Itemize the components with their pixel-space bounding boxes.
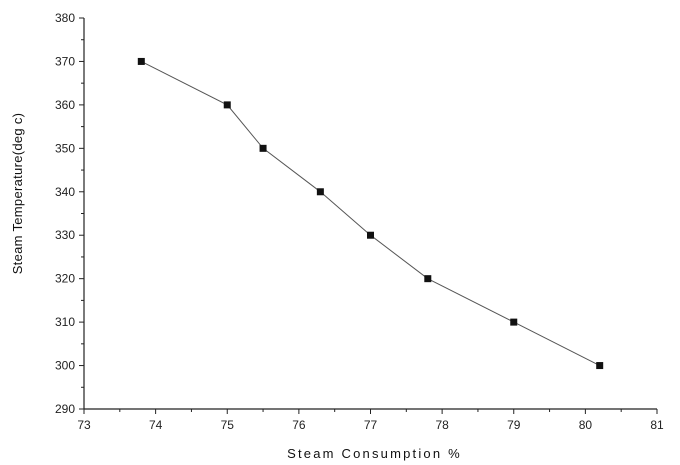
data-point: [137, 57, 145, 65]
data-point: [510, 318, 518, 326]
y-tick-label: 300: [55, 359, 75, 373]
y-tick-label: 290: [55, 402, 75, 416]
x-tick-label: 79: [507, 418, 521, 432]
x-axis-ticks: 73 74 75 76 77 78 79 80 81: [77, 409, 664, 432]
data-point: [259, 144, 267, 152]
x-tick-label: 78: [435, 418, 449, 432]
y-tick-label: 350: [55, 141, 75, 155]
x-tick-label: 74: [149, 418, 163, 432]
y-tick-label: 370: [55, 54, 75, 68]
y-axis-ticks: 290 300 310 320 330 340 350 360 370 380: [55, 11, 84, 416]
data-point: [424, 275, 432, 283]
y-tick-label: 360: [55, 98, 75, 112]
plot-area: 73 74 75 76 77 78 79 80 81 290 300 310 320 330 340 350…: [55, 11, 664, 432]
data-point: [316, 188, 324, 196]
x-axis-title: Steam Consumption %: [287, 446, 462, 461]
data-markers: [137, 57, 604, 370]
x-tick-label: 73: [77, 418, 91, 432]
y-tick-label: 310: [55, 315, 75, 329]
y-tick-label: 320: [55, 272, 75, 286]
y-axis-title: Steam Temperature(deg c): [10, 113, 25, 275]
x-tick-label: 77: [364, 418, 378, 432]
data-point: [367, 231, 374, 239]
x-tick-label: 76: [292, 418, 306, 432]
x-tick-label: 80: [579, 418, 593, 432]
x-tick-label: 75: [221, 418, 235, 432]
x-tick-label: 81: [650, 418, 664, 432]
y-tick-label: 380: [55, 11, 75, 25]
series-line: [141, 60, 600, 367]
y-tick-label: 330: [55, 228, 75, 242]
data-point: [223, 101, 231, 109]
y-tick-label: 340: [55, 185, 75, 199]
data-point: [596, 362, 604, 370]
